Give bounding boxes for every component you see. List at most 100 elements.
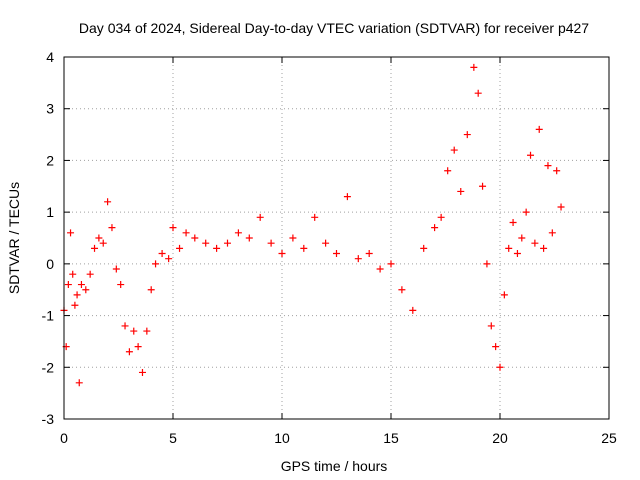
data-point xyxy=(245,234,253,242)
data-point xyxy=(553,167,561,175)
y-tick-label: 4 xyxy=(46,49,54,65)
data-point xyxy=(108,224,116,232)
data-point xyxy=(450,146,458,154)
data-point xyxy=(500,291,508,299)
data-point xyxy=(322,239,330,247)
data-point xyxy=(213,244,221,252)
data-point xyxy=(527,151,535,159)
data-point xyxy=(483,260,491,268)
x-tick-label: 0 xyxy=(60,430,68,446)
data-point xyxy=(496,363,504,371)
data-point xyxy=(557,203,565,211)
data-point xyxy=(474,89,482,97)
data-point xyxy=(99,239,107,247)
x-axis-label: GPS time / hours xyxy=(281,458,388,474)
data-point xyxy=(125,348,133,356)
data-point xyxy=(470,63,478,71)
data-point xyxy=(376,265,384,273)
data-point xyxy=(147,286,155,294)
data-point xyxy=(518,234,526,242)
y-tick-label: 0 xyxy=(46,256,54,272)
data-point xyxy=(112,265,120,273)
data-point xyxy=(130,327,138,335)
data-point xyxy=(398,286,406,294)
data-point xyxy=(278,250,286,258)
data-point xyxy=(509,218,517,226)
data-point xyxy=(256,213,264,221)
y-tick-label: -3 xyxy=(42,411,55,427)
axis-ticks: 0 5 10 15 20 25 -3 -2 -1 0 1 2 3 4 xyxy=(42,49,617,446)
data-point xyxy=(234,229,242,237)
data-point xyxy=(169,224,177,232)
data-point xyxy=(138,368,146,376)
data-point xyxy=(117,281,125,289)
data-point xyxy=(71,301,79,309)
data-point xyxy=(457,187,465,195)
data-point xyxy=(540,244,548,252)
data-point xyxy=(479,182,487,190)
data-point xyxy=(104,198,112,206)
data-point xyxy=(224,239,231,247)
data-point xyxy=(289,234,297,242)
data-point xyxy=(152,260,160,268)
data-point xyxy=(531,239,539,247)
data-point xyxy=(492,343,500,351)
data-point xyxy=(333,250,340,258)
x-tick-label: 20 xyxy=(492,430,508,446)
data-point xyxy=(191,234,199,242)
grid-lines xyxy=(64,57,609,419)
data-point xyxy=(311,213,319,221)
y-tick-label: -1 xyxy=(42,308,55,324)
y-tick-label: 3 xyxy=(46,101,54,117)
y-axis-label: SDTVAR / TECUs xyxy=(6,182,22,294)
data-point xyxy=(267,239,275,247)
data-point xyxy=(431,224,439,232)
data-point xyxy=(202,239,210,247)
y-tick-label: -2 xyxy=(42,359,55,375)
plot-frame xyxy=(63,56,610,420)
data-point xyxy=(143,327,151,335)
data-point xyxy=(409,306,417,314)
data-point xyxy=(387,260,395,268)
data-point xyxy=(158,250,166,258)
data-point xyxy=(505,244,513,252)
data-point xyxy=(134,343,142,351)
data-point xyxy=(343,193,351,201)
data-point xyxy=(121,322,129,330)
y-tick-label: 2 xyxy=(46,152,54,168)
x-tick-label: 10 xyxy=(274,430,290,446)
x-tick-label: 5 xyxy=(169,430,177,446)
data-point xyxy=(437,213,445,221)
data-point xyxy=(91,244,99,252)
data-point xyxy=(354,255,362,263)
data-point xyxy=(544,162,552,170)
data-point xyxy=(86,270,94,278)
data-point xyxy=(95,234,103,242)
data-point xyxy=(444,167,452,175)
data-point xyxy=(365,250,373,258)
data-point xyxy=(535,125,543,133)
data-point xyxy=(73,291,81,299)
data-point xyxy=(300,244,308,252)
data-point xyxy=(487,322,495,330)
data-point xyxy=(67,229,75,237)
data-point xyxy=(176,244,184,252)
data-point xyxy=(513,250,521,258)
data-point xyxy=(82,286,90,294)
data-point xyxy=(420,244,428,252)
data-point xyxy=(522,208,530,216)
data-point xyxy=(463,131,471,139)
data-point xyxy=(75,379,83,387)
data-point xyxy=(165,255,173,263)
x-tick-label: 15 xyxy=(383,430,399,446)
data-point xyxy=(69,270,77,278)
data-series-sdtvar xyxy=(60,63,565,387)
data-point xyxy=(182,229,190,237)
data-point xyxy=(64,281,72,289)
chart-title: Day 034 of 2024, Sidereal Day-to-day VTE… xyxy=(79,20,589,36)
data-point xyxy=(77,281,85,289)
data-point xyxy=(548,229,556,237)
x-tick-label: 25 xyxy=(601,430,617,446)
